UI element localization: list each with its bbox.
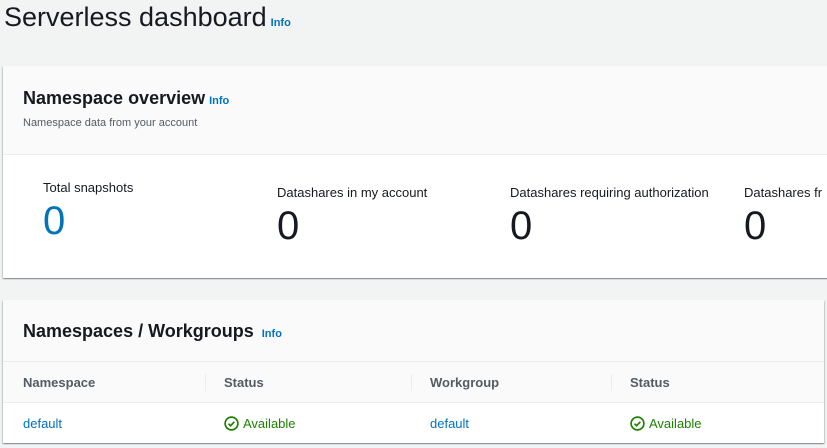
overview-info-link[interactable]: Info [209, 95, 230, 107]
metric-label: Datashares in my account [277, 185, 428, 200]
card-subtitle: Namespace data from your account [23, 117, 198, 129]
table-row: default Available default Available [3, 403, 824, 443]
column-header-namespace[interactable]: Namespace [23, 374, 96, 390]
namespace-link[interactable]: default [23, 415, 63, 431]
card-header: Namespace overview Info Namespace data fr… [3, 66, 827, 155]
namespaces-workgroups-card: Namespaces / Workgroups Info Namespace St… [3, 300, 824, 443]
table-header: Namespace Status Workgroup Status [3, 362, 824, 403]
metric-value: 0 [744, 204, 767, 248]
page-info-link[interactable]: Info [270, 17, 291, 29]
workgroup-link[interactable]: default [430, 415, 470, 431]
check-circle-icon [224, 415, 239, 431]
metric-value: 0 [510, 204, 533, 248]
metric-datashares-account: Datashares in my account 0 [277, 185, 427, 249]
namespaces-info-link[interactable]: Info [261, 328, 282, 340]
card-title: Namespace overview Info [23, 88, 823, 109]
status-badge: Available [630, 403, 702, 443]
card-title-text: Namespace overview [23, 88, 206, 108]
metric-total-snapshots: Total snapshots 0 [43, 180, 133, 244]
page-title-text: Serverless dashboard [4, 2, 267, 32]
metric-label: Datashares requiring authorization [510, 185, 709, 200]
page-title: Serverless dashboard Info [4, 2, 291, 33]
metric-label: Total snapshots [43, 180, 134, 195]
column-header-status[interactable]: Status [611, 362, 670, 402]
card-header: Namespaces / Workgroups Info [3, 300, 824, 362]
column-header-workgroup[interactable]: Workgroup [410, 362, 499, 402]
namespace-overview-card: Namespace overview Info Namespace data fr… [3, 66, 827, 278]
check-circle-icon [630, 415, 645, 431]
card-title: Namespaces / Workgroups Info [23, 321, 804, 342]
metric-datashares-authorization: Datashares requiring authorization 0 [510, 185, 709, 249]
status-text: Available [649, 415, 702, 431]
column-header-status[interactable]: Status [205, 362, 264, 402]
metric-datashares-from: Datashares fr 0 [744, 185, 822, 249]
metric-value-link[interactable]: 0 [43, 199, 66, 243]
card-title-text: Namespaces / Workgroups [23, 321, 254, 341]
status-badge: Available [224, 403, 296, 443]
metric-value: 0 [277, 204, 300, 248]
status-text: Available [243, 415, 296, 431]
metric-label: Datashares fr [744, 185, 823, 200]
